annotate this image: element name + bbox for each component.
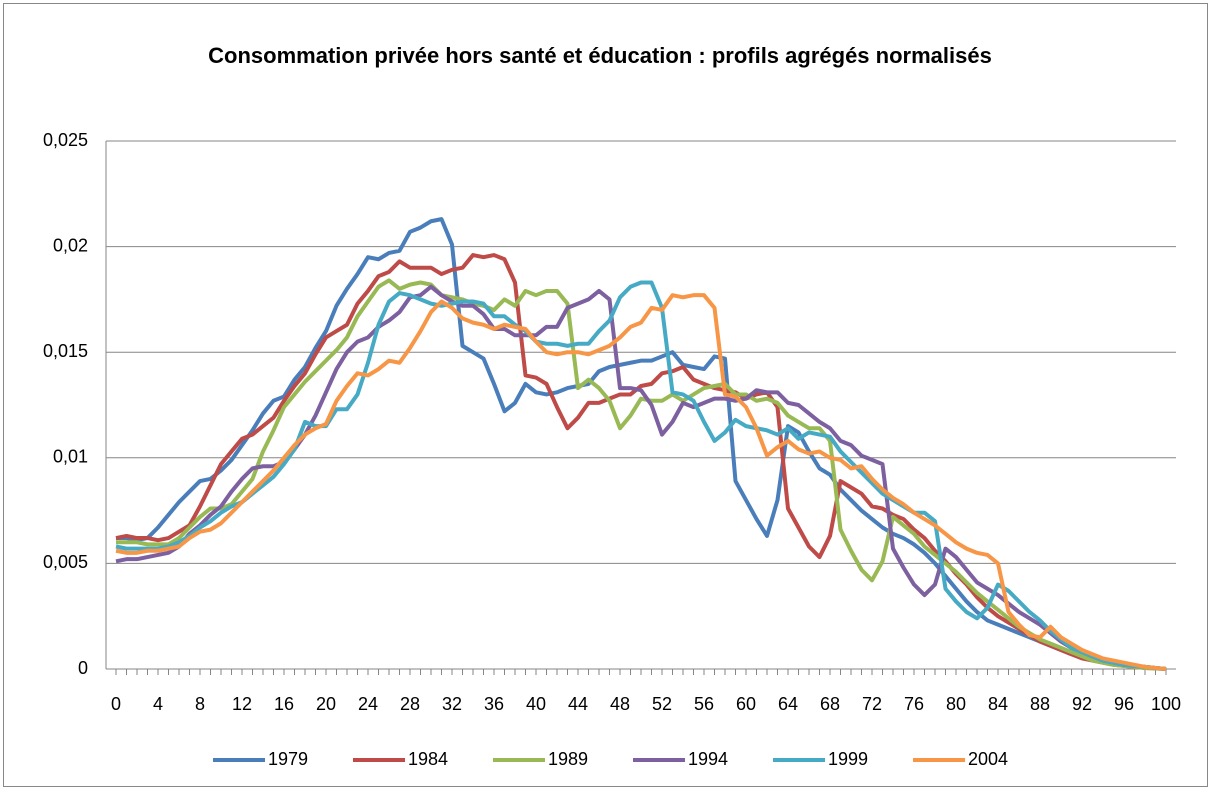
x-tick-label: 88 (1030, 694, 1050, 714)
x-tick-label: 20 (316, 694, 336, 714)
legend-label: 1979 (268, 749, 308, 769)
y-tick-label: 0,02 (53, 235, 88, 255)
x-tick-label: 84 (988, 694, 1008, 714)
x-tick-label: 48 (610, 694, 630, 714)
x-tick-label: 76 (904, 694, 924, 714)
legend-label: 1994 (688, 749, 728, 769)
x-tick-label: 16 (274, 694, 294, 714)
x-tick-label: 100 (1151, 694, 1181, 714)
legend-label: 1999 (828, 749, 868, 769)
x-tick-label: 0 (111, 694, 121, 714)
y-tick-label: 0,005 (43, 552, 88, 572)
x-tick-label: 32 (442, 694, 462, 714)
x-tick-label: 44 (568, 694, 588, 714)
chart-frame (3, 3, 1208, 787)
x-tick-label: 60 (736, 694, 756, 714)
x-tick-label: 40 (526, 694, 546, 714)
y-tick-label: 0,015 (43, 341, 88, 361)
x-tick-label: 4 (153, 694, 163, 714)
x-tick-label: 12 (232, 694, 252, 714)
x-tick-label: 28 (400, 694, 420, 714)
x-tick-label: 52 (652, 694, 672, 714)
x-tick-label: 96 (1114, 694, 1134, 714)
x-tick-label: 8 (195, 694, 205, 714)
x-tick-label: 24 (358, 694, 378, 714)
x-tick-label: 72 (862, 694, 882, 714)
x-tick-label: 36 (484, 694, 504, 714)
legend-label: 1989 (548, 749, 588, 769)
y-tick-label: 0,025 (43, 130, 88, 150)
chart-title: Consommation privée hors santé et éducat… (208, 43, 992, 68)
y-tick-label: 0,01 (53, 447, 88, 467)
series-line (115, 253, 1167, 671)
x-tick-label: 68 (820, 694, 840, 714)
series-line (116, 217, 1167, 671)
y-tick-label: 0 (78, 658, 88, 678)
x-tick-label: 80 (946, 694, 966, 714)
legend-label: 2004 (968, 749, 1008, 769)
series-line (115, 293, 1167, 671)
x-tick-label: 64 (778, 694, 798, 714)
series-line (115, 280, 1167, 671)
x-tick-label: 56 (694, 694, 714, 714)
x-tick-label: 92 (1072, 694, 1092, 714)
legend-label: 1984 (408, 749, 448, 769)
